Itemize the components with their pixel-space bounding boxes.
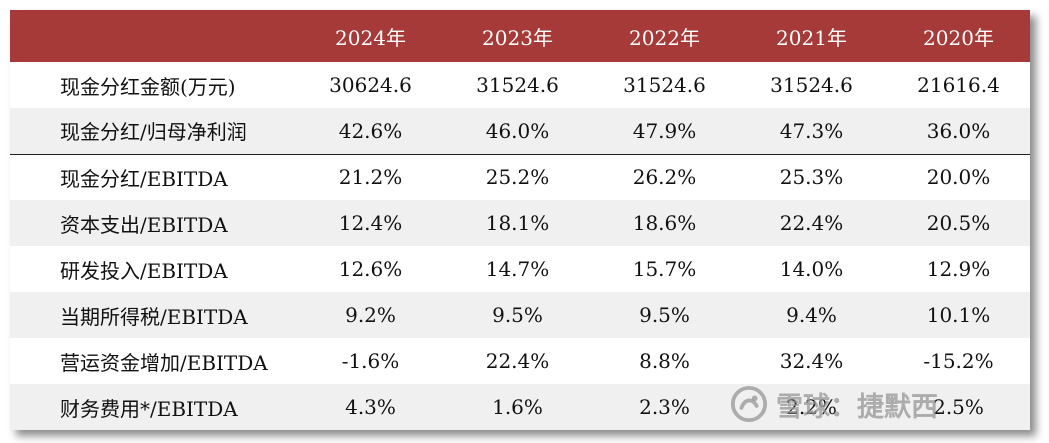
table-cell: 20.0% xyxy=(885,153,1030,200)
table-cell: 2.2% xyxy=(786,395,837,419)
table-cell: 15.7% xyxy=(632,257,697,281)
table-row: 研发投入/EBITDA 12.6% 14.7% 15.7% 14.0% 12.9… xyxy=(10,246,1030,292)
table-row: 现金分红/EBITDA 21.2% 25.2% 26.2% 25.3% 20.0… xyxy=(10,153,1030,200)
table-cell: 26.2% xyxy=(591,153,738,200)
table-cell: 9.4% xyxy=(786,303,837,327)
table-cell: 9.5% xyxy=(639,303,690,327)
table-cell: 31524.6 xyxy=(476,73,559,97)
header-cell-2021: 2021年 xyxy=(776,25,847,50)
table-cell: 12.6% xyxy=(338,257,403,281)
table-cell: 47.9% xyxy=(632,118,697,143)
table-cell: 30624.6 xyxy=(329,73,412,97)
table-cell: 20.5% xyxy=(926,211,991,235)
table-cell: 31524.6 xyxy=(623,73,706,97)
row-label: 财务费用*/EBITDA xyxy=(60,396,238,421)
row-label: 现金分红金额(万元) xyxy=(60,74,236,99)
table-cell: 31524.6 xyxy=(770,73,853,97)
table-cell: 12.9% xyxy=(926,257,991,281)
table-cell: 1.6% xyxy=(492,395,543,419)
table-cell: 25.2% xyxy=(444,153,591,200)
table-cell: 18.1% xyxy=(485,211,550,235)
row-label: 资本支出/EBITDA xyxy=(60,212,228,237)
table-cell: 8.8% xyxy=(639,349,690,373)
table-cell: -15.2% xyxy=(923,349,994,373)
header-cell-2022: 2022年 xyxy=(629,25,700,50)
table-cell: 46.0% xyxy=(485,118,550,143)
table-cell: 9.5% xyxy=(492,303,543,327)
row-label: 现金分红/EBITDA xyxy=(10,153,297,200)
table-row: 当期所得税/EBITDA 9.2% 9.5% 9.5% 9.4% 10.1% xyxy=(10,292,1030,338)
table-row: 资本支出/EBITDA 12.4% 18.1% 18.6% 22.4% 20.5… xyxy=(10,200,1030,246)
table-figure: 2024年 2023年 2022年 2021年 2020年 现金分红金额(万元)… xyxy=(10,10,1030,430)
row-label: 现金分红/归母净利润 xyxy=(60,120,247,145)
table-cell: 14.0% xyxy=(779,257,844,281)
header-row: 2024年 2023年 2022年 2021年 2020年 xyxy=(10,10,1030,62)
table-cell: 22.4% xyxy=(485,349,550,373)
header-cell-2020: 2020年 xyxy=(923,25,994,50)
table-cell: -1.6% xyxy=(341,349,400,373)
data-table: 2024年 2023年 2022年 2021年 2020年 现金分红金额(万元)… xyxy=(10,10,1030,430)
table-cell: 14.7% xyxy=(485,257,550,281)
table-cell: 9.2% xyxy=(345,303,396,327)
table-cell: 10.1% xyxy=(926,303,991,327)
table-cell: 2.3% xyxy=(639,395,690,419)
row-label: 研发投入/EBITDA xyxy=(60,258,228,283)
header-cell-corner xyxy=(10,10,297,62)
header-cell-2024: 2024年 xyxy=(335,25,406,50)
table-cell: 47.3% xyxy=(779,118,844,143)
table-cell: 36.0% xyxy=(926,118,991,143)
table-cell: 4.3% xyxy=(345,395,396,419)
table-cell: 22.4% xyxy=(779,211,844,235)
table-cell: 21616.4 xyxy=(917,73,1000,97)
row-label: 营运资金增加/EBITDA xyxy=(60,350,268,375)
table-cell: 25.3% xyxy=(738,153,885,200)
table-row: 现金分红/归母净利润 42.6% 46.0% 47.9% 47.3% 36.0% xyxy=(10,108,1030,154)
table-cell: 32.4% xyxy=(779,349,844,373)
table-row: 现金分红金额(万元) 30624.6 31524.6 31524.6 31524… xyxy=(10,62,1030,108)
table-cell: 18.6% xyxy=(632,211,697,235)
table-row: 财务费用*/EBITDA 4.3% 1.6% 2.3% 2.2% 2.5% xyxy=(10,384,1030,430)
table-cell: 42.6% xyxy=(338,118,403,143)
table-cell: 2.5% xyxy=(933,395,984,419)
table-cell: 21.2% xyxy=(297,153,444,200)
row-label: 当期所得税/EBITDA xyxy=(60,304,248,329)
header-cell-2023: 2023年 xyxy=(482,25,553,50)
table-row: 营运资金增加/EBITDA -1.6% 22.4% 8.8% 32.4% -15… xyxy=(10,338,1030,384)
table-cell: 12.4% xyxy=(338,211,403,235)
